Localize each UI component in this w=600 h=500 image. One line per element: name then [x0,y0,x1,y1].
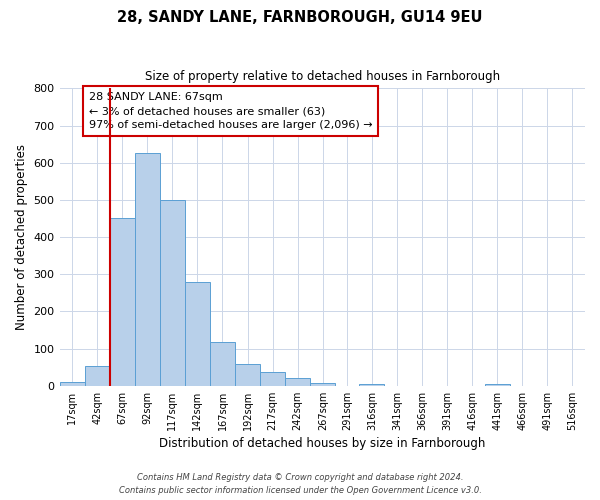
Bar [85,366,110,386]
Bar [310,383,335,386]
Bar [485,384,510,386]
Bar [235,364,260,386]
Title: Size of property relative to detached houses in Farnborough: Size of property relative to detached ho… [145,70,500,83]
Text: 28 SANDY LANE: 67sqm
← 3% of detached houses are smaller (63)
97% of semi-detach: 28 SANDY LANE: 67sqm ← 3% of detached ho… [89,92,372,130]
Bar [135,154,160,386]
Bar [110,218,135,386]
Bar [59,382,85,386]
Bar [359,384,385,386]
X-axis label: Distribution of detached houses by size in Farnborough: Distribution of detached houses by size … [159,437,485,450]
Text: 28, SANDY LANE, FARNBOROUGH, GU14 9EU: 28, SANDY LANE, FARNBOROUGH, GU14 9EU [117,10,483,25]
Text: Contains HM Land Registry data © Crown copyright and database right 2024.
Contai: Contains HM Land Registry data © Crown c… [119,473,481,495]
Bar [185,282,210,386]
Bar [285,378,310,386]
Y-axis label: Number of detached properties: Number of detached properties [15,144,28,330]
Bar [210,342,235,386]
Bar [260,372,285,386]
Bar [160,200,185,386]
